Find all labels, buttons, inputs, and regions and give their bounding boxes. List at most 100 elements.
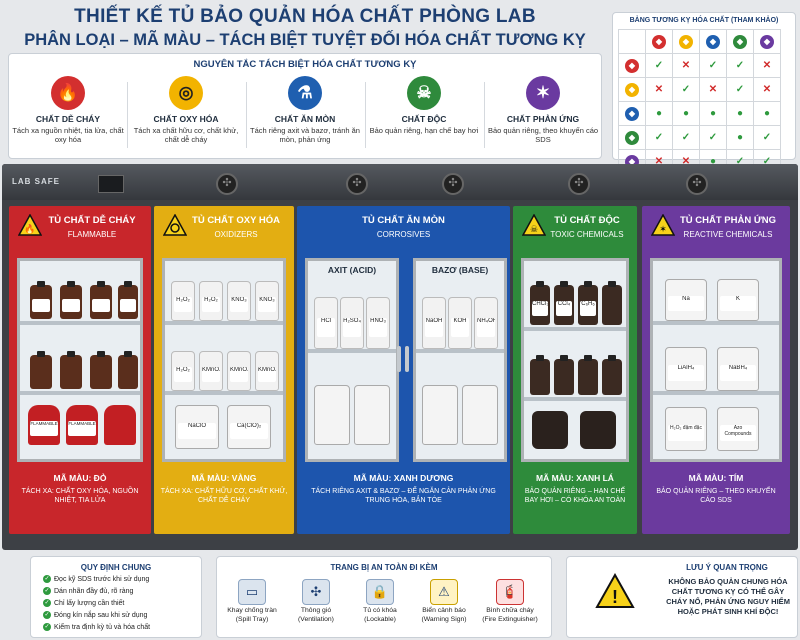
footer-desc: TÁCH XA: CHẤT OXY HÓA, NGUỒN NHIỆT, TIA …	[21, 488, 139, 504]
section-title: TỦ CHẤT ĐỘC	[554, 215, 620, 226]
brand-label: LAB SAFE	[12, 177, 60, 186]
rule-item: Chỉ lấy lượng cần thiết	[54, 599, 125, 607]
svg-text:!: !	[612, 587, 618, 607]
footer-desc: TÁCH XA: CHẤT HỮU CƠ, CHẤT KHỬ, CHẤT DỄ …	[160, 488, 288, 504]
section-title: TỦ CHẤT DỄ CHÁY	[48, 215, 136, 226]
bottle-label: H₂O₂	[174, 367, 192, 382]
compat-col-header: ◆	[699, 29, 727, 54]
principle-toxic: ☠ CHẤT ĐỘC Bảo quản riêng, hạn chế bay h…	[367, 76, 481, 154]
compat-col-header: ◆	[726, 29, 754, 54]
bottle-label: KOH	[451, 318, 469, 337]
compat-cell: ●	[753, 101, 781, 126]
section-title: TỦ CHẤT OXY HÓA	[192, 215, 280, 226]
svg-text:☠: ☠	[530, 224, 538, 234]
hazard-icon: ◆	[625, 82, 639, 97]
cabinet-door[interactable]: CHCl₃ CCl₄ C₆H₆	[521, 258, 629, 462]
compat-cell: ✓	[753, 125, 781, 150]
jug-label: H₂O₂ đậm đặc	[668, 424, 704, 441]
hazard-icon: ◆	[706, 34, 720, 49]
equipment-label: Khay chống tràn (Spill Tray)	[227, 607, 277, 623]
acid-label: AXIT (ACID)	[327, 265, 377, 275]
section-footer: MÃ MÀU: ĐỎ TÁCH XA: CHẤT OXY HÓA, NGUỒN …	[9, 466, 151, 534]
jug-label: NaClO	[178, 422, 216, 439]
cabinet-door[interactable]: H₂O₂ H₂O₂ KNO₃ KNO₃ H₂O₂ KMnO₄ KMnO₄ KMn…	[162, 258, 286, 462]
principle-desc: Tách xa chất hữu cơ, chất khử, chất dễ c…	[133, 126, 239, 144]
cabinet-door-acid[interactable]: AXIT (ACID) HCl H₂SO₄ HNO₃	[305, 258, 399, 462]
page-subtitle: PHÂN LOẠI – MÃ MÀU – TÁCH BIỆT TUYỆT ĐỐI…	[24, 31, 586, 49]
warning-icon: 🔥	[18, 214, 42, 236]
principle-corrosive: ⚗ CHẤT ĂN MÒN Tách riêng axit và bazơ, t…	[248, 76, 362, 154]
base-label: BAZƠ (BASE)	[431, 265, 489, 275]
principle-name: CHẤT ĂN MÒN	[274, 114, 336, 124]
cabinet-reactive: ✶ TỦ CHẤT PHẢN ỨNG REACTIVE CHEMICALS Na…	[642, 206, 790, 534]
compat-cell: ●	[699, 101, 727, 126]
compat-cell: ✓	[726, 77, 754, 102]
bottle-label: HNO₃	[369, 318, 387, 337]
fan-icon: ✣	[686, 173, 708, 195]
bottle-label: CCl₄	[556, 301, 572, 317]
hazard-icon: ◆	[679, 34, 693, 49]
compat-cell: ✓	[645, 53, 673, 78]
bottle-label: KMnO₄	[258, 367, 276, 382]
compat-cell: ✓	[645, 125, 673, 150]
hazard-icon: ◆	[625, 106, 639, 121]
can-label: FLAMMABLE	[68, 421, 96, 437]
section-subtitle: CORROSIVES	[376, 230, 431, 239]
rule-item: Đọc kỹ SDS trước khi sử dụng	[54, 575, 150, 583]
warning-icon	[163, 214, 187, 236]
footer-desc: TÁCH RIÊNG AXIT & BAZƠ – ĐỂ NGĂN CẢN PHẢ…	[311, 488, 496, 504]
page-title: THIẾT KẾ TỦ BẢO QUẢN HÓA CHẤT PHÒNG LAB	[74, 6, 536, 27]
color-code: MÃ MÀU: ĐỎ	[53, 473, 107, 483]
rules-panel: QUY ĐỊNH CHUNG ✓ Đọc kỹ SDS trước khi sử …	[30, 556, 202, 638]
color-code: MÃ MÀU: TÍM	[688, 473, 744, 483]
compat-cell: ✕	[645, 77, 673, 102]
section-subtitle: REACTIVE CHEMICALS	[683, 230, 773, 239]
section-subtitle: FLAMMABLE	[67, 230, 117, 239]
cabinet-door[interactable]: Na K LiAlH₄ NaBH₄ H₂O₂ đậm đặc Azo Compo…	[650, 258, 782, 462]
warning-icon: ✶	[651, 214, 675, 236]
jug-label: Azo Compounds	[720, 424, 756, 441]
color-code: MÃ MÀU: VÀNG	[191, 473, 257, 483]
section-footer: MÃ MÀU: VÀNG TÁCH XA: CHẤT HỮU CƠ, CHẤT …	[154, 466, 294, 534]
section-header: 🔥 TỦ CHẤT DỄ CHÁY FLAMMABLE	[9, 206, 151, 250]
compat-cell: ✓	[699, 125, 727, 150]
section-header: ✶ TỦ CHẤT PHẢN ỨNG REACTIVE CHEMICALS	[642, 206, 790, 250]
oxidizer-icon: ◎	[169, 76, 203, 110]
compat-corner	[618, 29, 646, 54]
bottle-label	[32, 298, 50, 312]
equipment-title: TRANG BỊ AN TOÀN ĐI KÈM	[330, 563, 438, 572]
skull-icon: ☠	[407, 76, 441, 110]
flame-icon: 🔥	[51, 76, 85, 110]
footer-desc: BẢO QUẢN RIÊNG – THEO KHUYẾN CÁO SDS	[656, 488, 776, 504]
check-icon: ✓	[43, 611, 51, 619]
principle-desc: Bảo quản riêng, hạn chế bay hơi	[369, 126, 479, 135]
corrosion-icon: ⚗	[288, 76, 322, 110]
important-note-panel: ! LƯU Ý QUAN TRỌNG KHÔNG BẢO QUẢN CHUNG …	[566, 556, 798, 638]
bottle-label: H₂SO₄	[343, 318, 361, 337]
fan-icon: ✣	[302, 579, 330, 605]
warning-icon: ☠	[522, 214, 546, 236]
principle-desc: Bảo quản riêng, theo khuyến cáo SDS	[487, 126, 599, 144]
cabinet-door-base[interactable]: BAZƠ (BASE) NaOH KOH NH₄OH	[413, 258, 507, 462]
equipment-label: Biển cảnh báo (Warning Sign)	[421, 607, 467, 623]
cabinet-top: LAB SAFE ✣ ✣ ✣ ✣ ✣	[2, 164, 798, 200]
control-panel	[98, 175, 124, 193]
equipment-panel: TRANG BỊ AN TOÀN ĐI KÈM ▭ Khay chống tràn…	[216, 556, 552, 638]
compat-cell: ✓	[672, 125, 700, 150]
compat-row-header: ◆	[618, 101, 646, 126]
bottle-label	[120, 298, 136, 312]
principle-desc: Tách riêng axit và bazơ, tránh ăn mòn, p…	[250, 126, 360, 144]
rules-title: QUY ĐỊNH CHUNG	[80, 563, 152, 572]
compat-cell: ●	[726, 125, 754, 150]
principle-desc: Tách xa nguồn nhiệt, tia lửa, chất oxy h…	[12, 126, 124, 144]
spill-tray-icon: ▭	[238, 579, 266, 605]
cabinet-door[interactable]: FLAMMABLE FLAMMABLE	[17, 258, 143, 462]
check-icon: ✓	[43, 599, 51, 607]
note-title: LƯU Ý QUAN TRỌNG	[686, 563, 768, 572]
section-title: TỦ CHẤT ĂN MÒN	[362, 215, 445, 226]
rule-item: Đóng kín nắp sau khi sử dụng	[54, 611, 148, 619]
jug-label: Na	[668, 296, 704, 312]
jug-label: NaBH₄	[720, 364, 756, 381]
principle-name: CHẤT ĐỘC	[401, 114, 447, 124]
compat-col-header: ◆	[645, 29, 673, 54]
